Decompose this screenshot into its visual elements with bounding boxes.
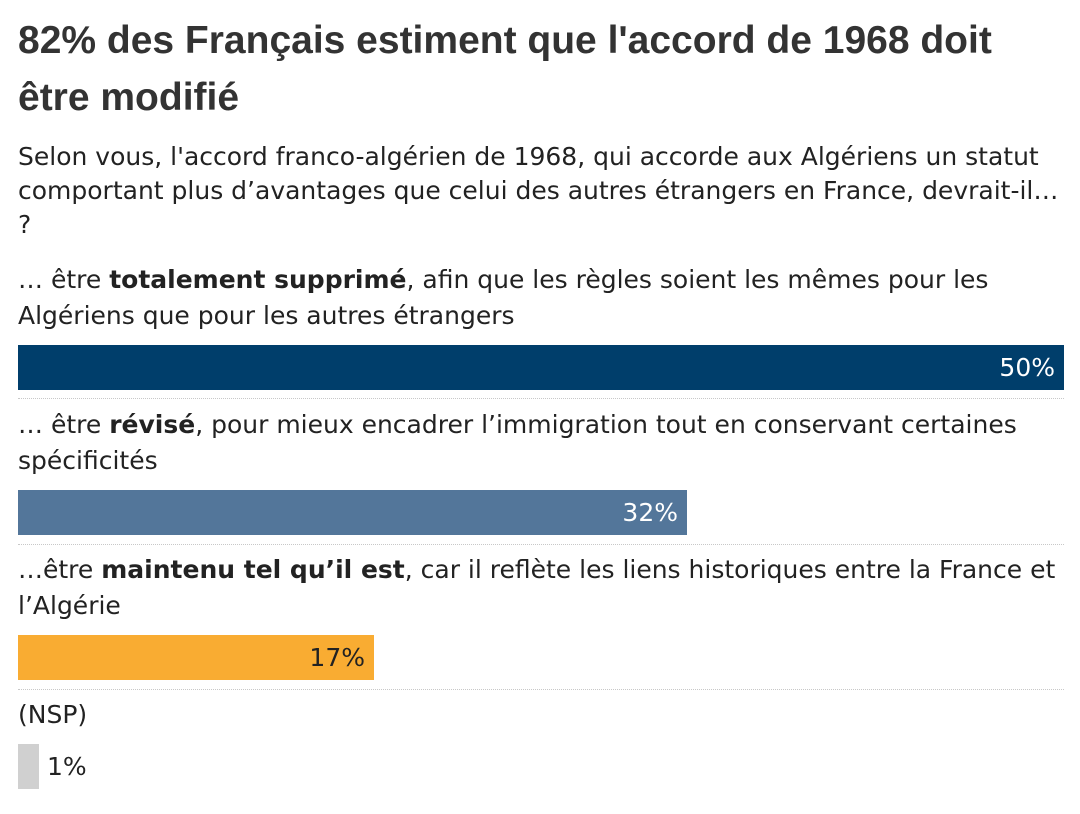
- category-label-prefix: …être: [18, 555, 102, 584]
- category-label: (NSP): [18, 697, 1058, 733]
- category-label: …être maintenu tel qu’il est, car il ref…: [18, 552, 1058, 624]
- data-label: 1%: [47, 752, 87, 781]
- category-label-emphasis: maintenu tel qu’il est: [101, 555, 405, 584]
- row-divider: [18, 398, 1064, 399]
- category-label-prefix: … être: [18, 410, 110, 439]
- category-label-prefix: … être: [18, 265, 110, 294]
- data-label: 50%: [999, 353, 1055, 382]
- category-label-emphasis: totalement supprimé: [109, 265, 407, 294]
- data-label: 32%: [622, 498, 678, 527]
- data-label: 17%: [309, 643, 365, 672]
- bar: [18, 490, 687, 535]
- bar: [18, 744, 39, 789]
- category-label-suffix: , afin que les règles soient les mêmes p…: [18, 265, 989, 330]
- category-label-suffix: , pour mieux encadrer l’immigration tout…: [18, 410, 1017, 475]
- bar: [18, 635, 374, 680]
- category-label-suffix: , car il reflète les liens historiques e…: [18, 555, 1056, 620]
- row-divider: [18, 544, 1064, 545]
- bar: [18, 345, 1064, 390]
- category-label: … être totalement supprimé, afin que les…: [18, 262, 1058, 334]
- category-label-prefix: (NSP): [18, 700, 88, 729]
- chart-title: 82% des Français estiment que l'accord d…: [18, 19, 992, 119]
- category-label-emphasis: révisé: [109, 410, 196, 439]
- chart-subtitle: Selon vous, l'accord franco-algérien de …: [18, 142, 1059, 239]
- row-divider: [18, 689, 1064, 690]
- category-label: … être révisé, pour mieux encadrer l’imm…: [18, 407, 1058, 479]
